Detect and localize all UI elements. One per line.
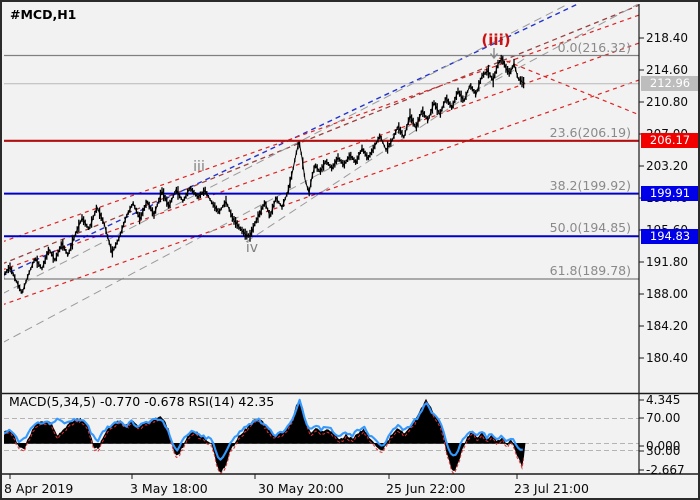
date-axis-label: 30 May 20:00 xyxy=(258,481,344,496)
fib-level-label: 23.6(206.19) xyxy=(549,124,631,140)
date-axis-label: 3 May 18:00 xyxy=(130,481,208,496)
price-axis-label: 180.40 xyxy=(646,350,688,365)
main-plot-area[interactable] xyxy=(2,2,642,343)
date-axis-label: 8 Apr 2019 xyxy=(4,481,74,496)
price-badge-212.96: 212.96 xyxy=(641,76,698,92)
symbol-timeframe-label: #MCD,H1 xyxy=(10,7,77,22)
trendline-median-gray-low[interactable] xyxy=(2,2,642,343)
trendline-ascending-red-upper[interactable] xyxy=(2,14,642,242)
wave-iii-arrow-icon xyxy=(489,48,499,60)
price-badge-206.17: 206.17 xyxy=(641,133,698,149)
fib-level-label: 38.2(199.92) xyxy=(549,177,631,193)
trendline-ascending-blue[interactable] xyxy=(2,2,582,276)
trendline-median-gray-long[interactable] xyxy=(2,2,572,294)
fib-level-label: 61.8(189.78) xyxy=(549,262,631,278)
fib-level-label: 0.0(216.32) xyxy=(557,39,631,55)
price-badge-199.91: 199.91 xyxy=(641,186,698,202)
price-axis-label: 218.40 xyxy=(646,30,688,45)
indicator-header: MACD(5,34,5) -0.770 -0.678 RSI(14) 42.35 xyxy=(9,394,275,409)
price-bars xyxy=(4,54,525,294)
fib-level-label: 50.0(194.85) xyxy=(549,220,631,236)
indicator-axis-label: 30.00 xyxy=(646,443,681,458)
indicator-axis-label: 70.00 xyxy=(646,410,681,425)
indicator-axis-label: 4.345 xyxy=(646,392,681,407)
indicator-axis-label: -2.667 xyxy=(646,462,685,477)
trendline-ascending-red-lower[interactable] xyxy=(2,79,642,305)
price-line xyxy=(4,57,526,295)
price-axis-label: 203.20 xyxy=(646,158,688,173)
price-axis-label: 184.20 xyxy=(646,318,688,333)
price-axis-label: 214.60 xyxy=(646,62,688,77)
trendline-ascending-darkred[interactable] xyxy=(2,4,642,264)
price-axis-label: 188.00 xyxy=(646,286,688,301)
wave-label-iii: iii xyxy=(193,159,205,175)
price-axis-label: 191.80 xyxy=(646,254,688,269)
trendline-projection-red-descending[interactable] xyxy=(498,57,642,116)
price-badge-194.83: 194.83 xyxy=(641,228,698,244)
trendline-ascending-red-mid[interactable] xyxy=(2,42,642,270)
wave-label-iii: (iii) xyxy=(481,31,511,49)
wave-label-iv: iv xyxy=(245,240,259,256)
macd-histogram xyxy=(4,398,526,473)
trendline-median-gray-short[interactable] xyxy=(245,56,528,243)
rsi-line xyxy=(4,398,523,461)
price-axis-label: 210.80 xyxy=(646,94,688,109)
date-axis-label: 23 Jul 21:00 xyxy=(514,481,589,496)
indicator-plot-area[interactable] xyxy=(2,398,639,474)
indicator-axis-label: 0.000 xyxy=(646,438,681,453)
date-axis-label: 25 Jun 22:00 xyxy=(386,481,466,496)
